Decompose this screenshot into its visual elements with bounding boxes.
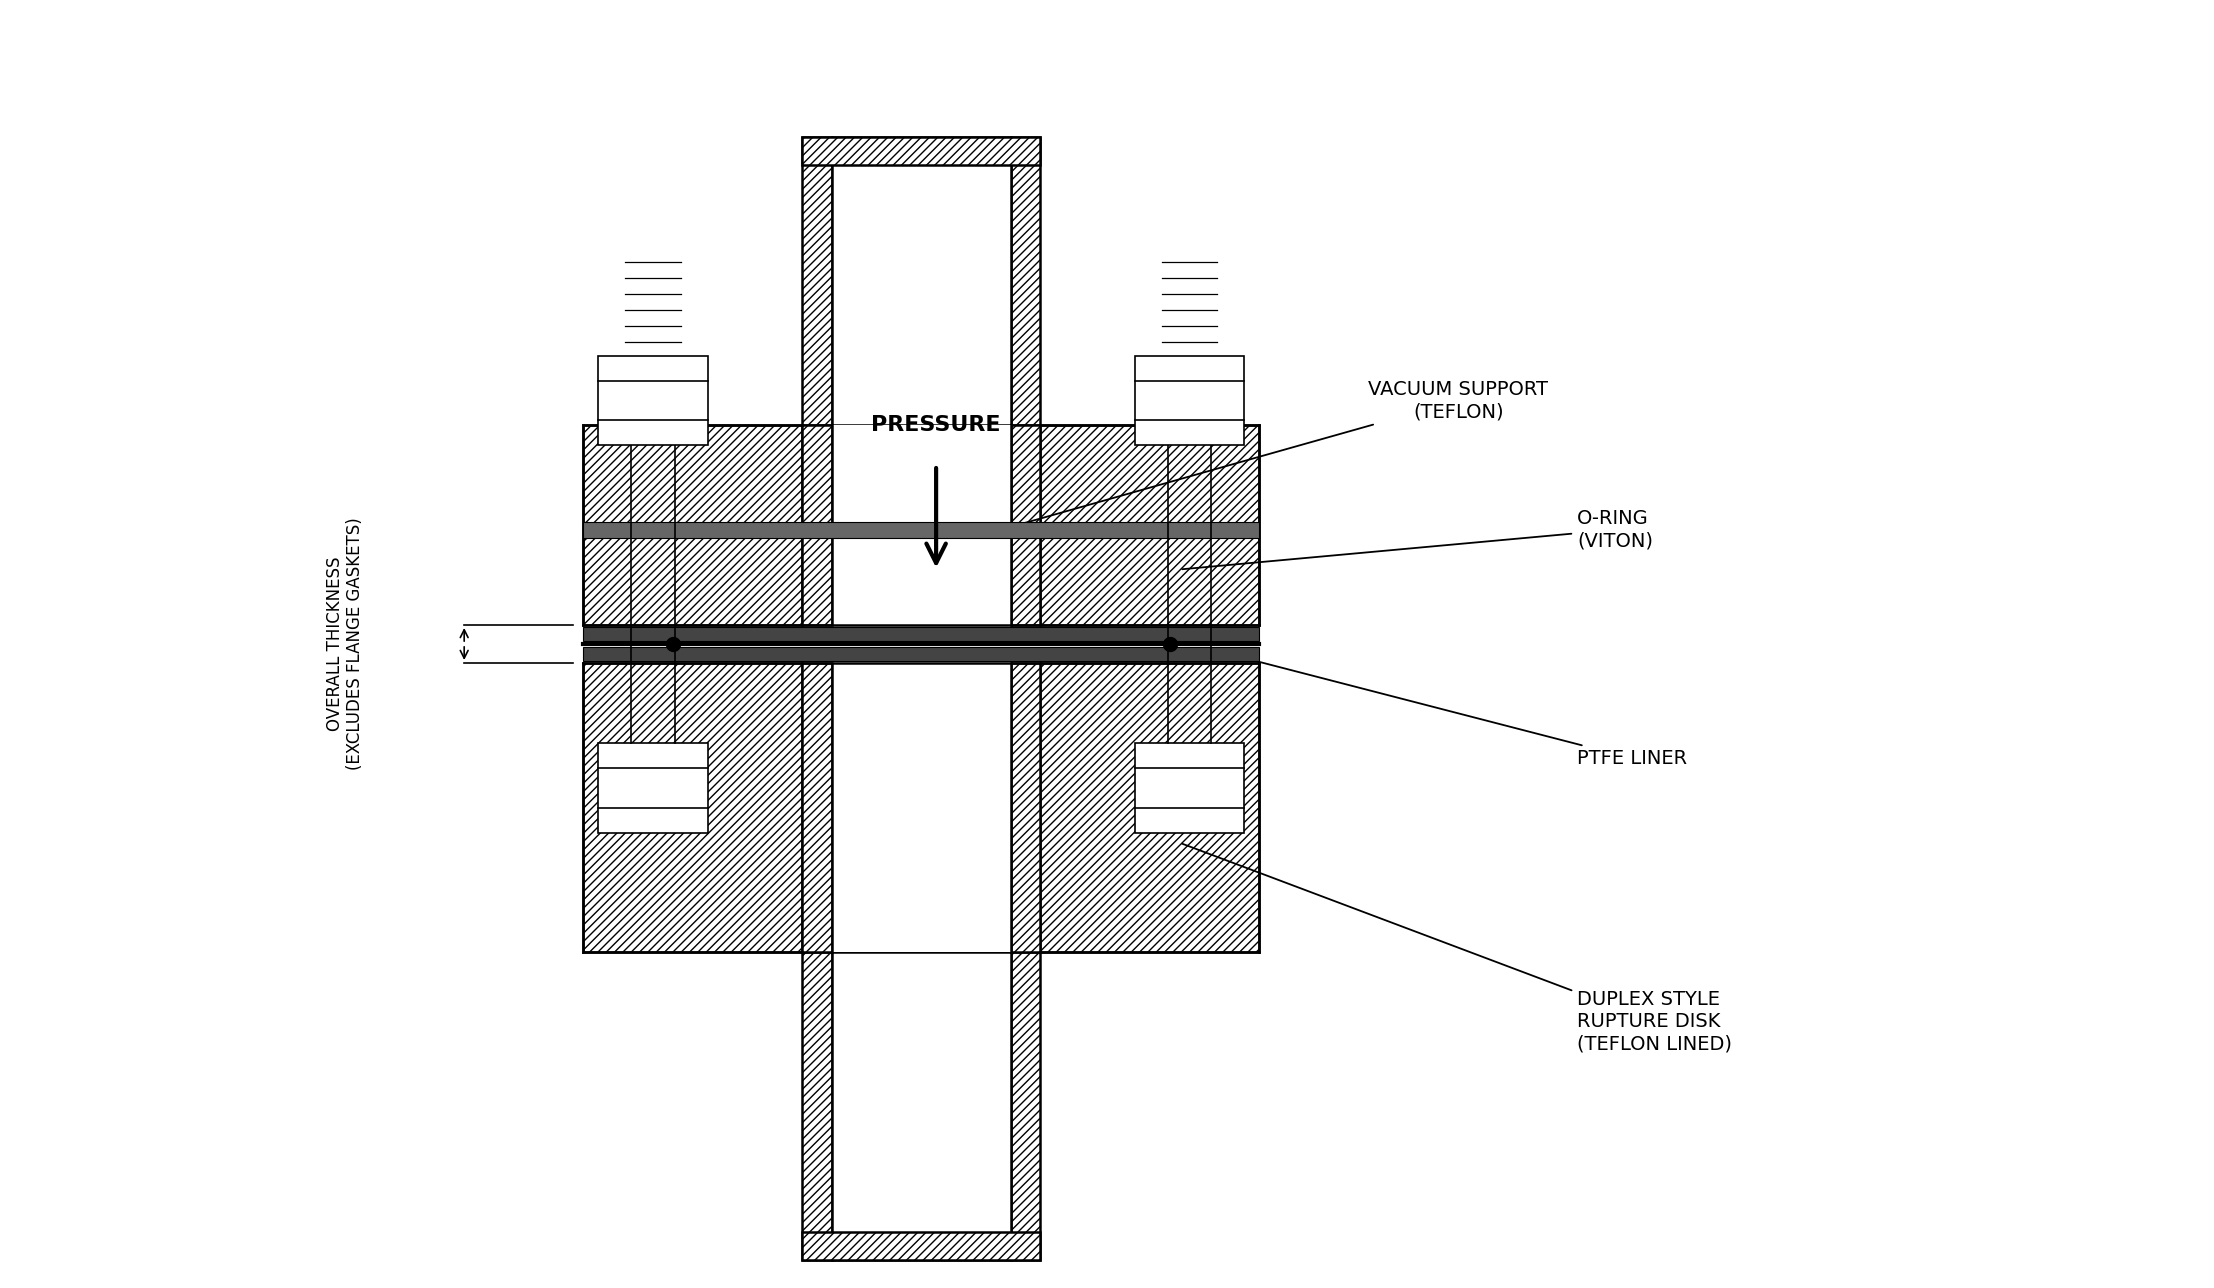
Bar: [1010, 138, 1041, 425]
Bar: [832, 625, 1010, 663]
Bar: [832, 425, 1010, 625]
Bar: [801, 138, 1041, 165]
Bar: [801, 1233, 1041, 1260]
Polygon shape: [584, 663, 801, 952]
Bar: [1010, 952, 1041, 1260]
Text: DUPLEX STYLE
RUPTURE DISK
(TEFLON LINED): DUPLEX STYLE RUPTURE DISK (TEFLON LINED): [1182, 844, 1731, 1054]
Polygon shape: [801, 425, 832, 625]
Bar: [584, 522, 1260, 537]
Text: VACUUM SUPPORT
(TEFLON): VACUUM SUPPORT (TEFLON): [1003, 380, 1548, 529]
Bar: [598, 355, 708, 446]
Polygon shape: [584, 425, 801, 625]
Text: OVERALL THICKNESS
(EXCLUDES FLANGE GASKETS): OVERALL THICKNESS (EXCLUDES FLANGE GASKE…: [325, 518, 365, 770]
Polygon shape: [801, 663, 832, 952]
Bar: [832, 663, 1010, 952]
Text: O-RING
(VITON): O-RING (VITON): [1182, 509, 1654, 569]
Bar: [832, 138, 1010, 425]
Bar: [801, 138, 832, 425]
Bar: [1136, 743, 1244, 833]
Polygon shape: [1041, 425, 1260, 625]
Bar: [598, 743, 708, 833]
Polygon shape: [1010, 425, 1041, 625]
Polygon shape: [1041, 663, 1260, 952]
Text: PTFE LINER: PTFE LINER: [1211, 649, 1687, 768]
Bar: [832, 952, 1010, 1260]
Bar: [1136, 355, 1244, 446]
Bar: [584, 647, 1260, 661]
Polygon shape: [1010, 663, 1041, 952]
Text: PRESSURE: PRESSURE: [872, 416, 1001, 435]
Bar: [584, 627, 1260, 641]
Bar: [801, 952, 832, 1260]
